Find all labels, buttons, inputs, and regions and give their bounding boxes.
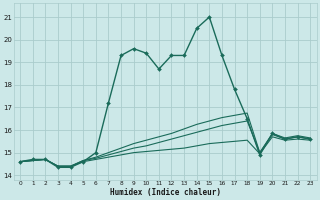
X-axis label: Humidex (Indice chaleur): Humidex (Indice chaleur) bbox=[110, 188, 221, 197]
